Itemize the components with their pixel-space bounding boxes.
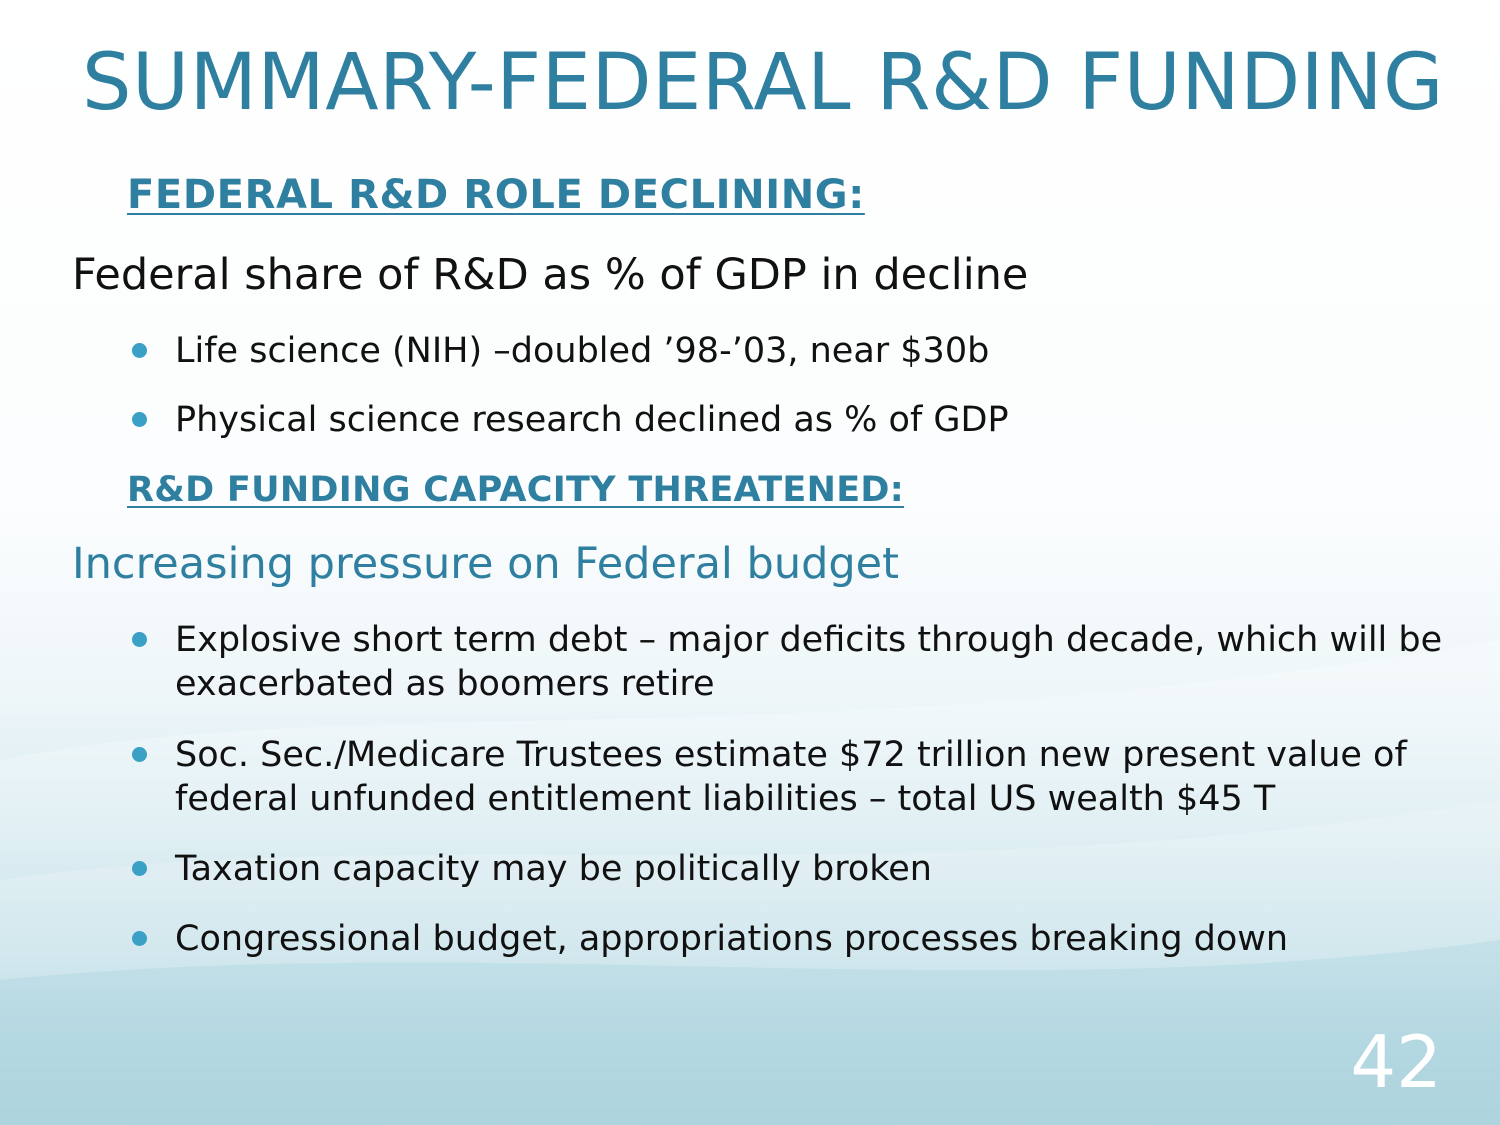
slide-title: SUMMARY-FEDERAL R&D FUNDING bbox=[82, 38, 1444, 128]
bullet-text: Physical science research declined as % … bbox=[175, 400, 1009, 440]
bullet-item: Taxation capacity may be politically bro… bbox=[132, 847, 1475, 891]
bullet-item: Soc. Sec./Medicare Trustees estimate $72… bbox=[132, 733, 1475, 821]
section-heading-federal-role: FEDERAL R&D ROLE DECLINING: bbox=[127, 172, 865, 218]
bullet-item: Life science (NIH) –doubled ’98-’03, nea… bbox=[132, 329, 1475, 373]
bullet-dot-icon bbox=[132, 861, 147, 876]
bullet-text: Explosive short term debt – major defici… bbox=[175, 620, 1443, 704]
section-lead-federal-share: Federal share of R&D as % of GDP in decl… bbox=[72, 250, 1029, 300]
bullet-item: Physical science research declined as % … bbox=[132, 398, 1475, 442]
bullet-item: Congressional budget, appropriations pro… bbox=[132, 917, 1475, 961]
bullet-dot-icon bbox=[132, 747, 147, 762]
bullet-dot-icon bbox=[132, 412, 147, 427]
section-lead-budget-pressure: Increasing pressure on Federal budget bbox=[72, 539, 899, 589]
bullet-text: Congressional budget, appropriations pro… bbox=[175, 919, 1289, 959]
bullet-text: Taxation capacity may be politically bro… bbox=[175, 849, 932, 889]
bullet-item: Explosive short term debt – major defici… bbox=[132, 618, 1475, 706]
bullet-text: Life science (NIH) –doubled ’98-’03, nea… bbox=[175, 331, 990, 371]
section-heading-funding-capacity: R&D FUNDING CAPACITY THREATENED: bbox=[127, 470, 905, 510]
bullet-dot-icon bbox=[132, 931, 147, 946]
page-number: 42 bbox=[1350, 1020, 1442, 1104]
bullet-dot-icon bbox=[132, 343, 147, 358]
bullet-text: Soc. Sec./Medicare Trustees estimate $72… bbox=[175, 735, 1407, 819]
bullet-dot-icon bbox=[132, 632, 147, 647]
